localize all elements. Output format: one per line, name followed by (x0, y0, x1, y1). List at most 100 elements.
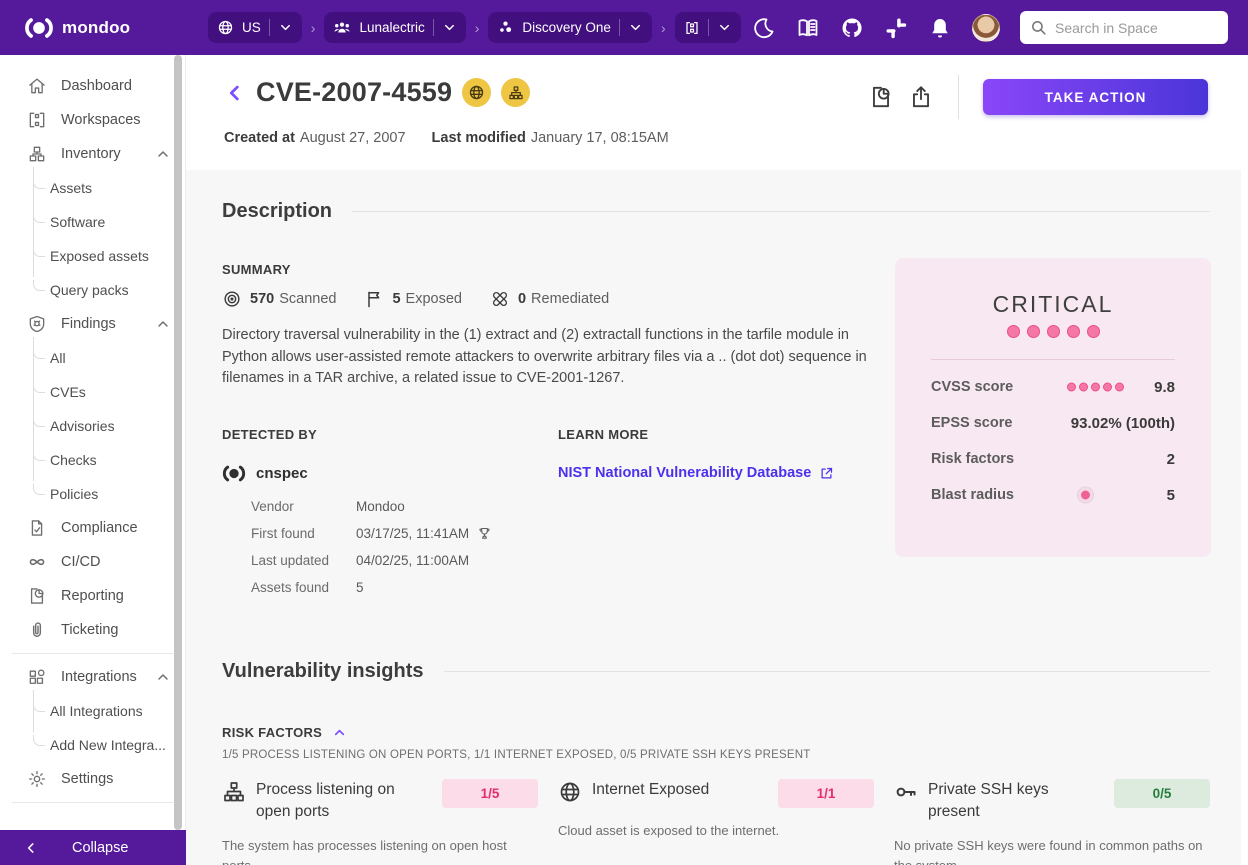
search-icon (1030, 19, 1047, 36)
sidebar-item-exposed-assets[interactable]: Exposed assets (33, 239, 185, 273)
sitemap-icon (222, 780, 246, 804)
workspace-selector[interactable] (674, 12, 741, 43)
summary-stats: 570 Scanned 5 Exposed 0 Remediated (222, 289, 609, 309)
gear-icon (27, 769, 47, 789)
chevron-down-icon[interactable] (628, 20, 643, 35)
sidebar-item-cves[interactable]: CVEs (33, 375, 185, 409)
cve-description-text: Directory traversal vulnerability in the… (222, 327, 867, 386)
back-button[interactable] (224, 82, 246, 104)
insights-heading: Vulnerability insights (222, 660, 424, 682)
risk-badge: 0/5 (1114, 779, 1210, 808)
sidebar-item-add-new-integration[interactable]: Add New Integra... (33, 728, 185, 762)
sidebar-item-all[interactable]: All (33, 341, 185, 375)
brand-name: mondoo (62, 17, 131, 37)
region-selector[interactable]: US (208, 12, 302, 43)
findings-subitems: All CVEs Advisories Checks Policies (33, 337, 185, 511)
globe-icon (217, 19, 234, 36)
sidebar-item-assets[interactable]: Assets (33, 171, 185, 205)
remediated-stat: 0 Remediated (490, 289, 609, 309)
risk-card-open-ports: Process listening on open ports 1/5 The … (222, 779, 538, 865)
sidebar-item-settings[interactable]: Settings (0, 762, 185, 796)
last-modified-value: January 17, 08:15AM (530, 130, 669, 146)
page-title: CVE-2007-4559 (256, 77, 453, 107)
vendor-row: Vendor Mondoo (251, 499, 405, 514)
sidebar-item-findings[interactable]: Findings (0, 307, 185, 341)
score-divider (931, 359, 1175, 360)
external-link-icon (819, 466, 834, 481)
sidebar-item-policies[interactable]: Policies (33, 477, 185, 511)
search-input[interactable] (1055, 19, 1205, 36)
notifications-bell-icon[interactable] (928, 16, 952, 40)
learn-more-heading: LEARN MORE (558, 427, 649, 442)
insights-section-header: Vulnerability insights (222, 660, 1210, 683)
breadcrumb-separator: › (660, 19, 666, 36)
description-section-header: Description (222, 200, 1210, 223)
docs-book-icon[interactable] (796, 16, 820, 40)
chevron-down-icon[interactable] (278, 20, 293, 35)
paperclip-icon (27, 620, 47, 640)
space-selector[interactable]: Discovery One (488, 12, 652, 43)
detection-source: cnspec (222, 465, 308, 482)
sidebar-item-integrations[interactable]: Integrations (0, 660, 185, 694)
risk-badge: 1/5 (442, 779, 538, 808)
share-icon[interactable] (908, 84, 934, 110)
chevron-up-icon[interactable] (155, 669, 171, 685)
sidebar-item-advisories[interactable]: Advisories (33, 409, 185, 443)
sidebar-item-cicd[interactable]: CI/CD (0, 545, 185, 579)
sidebar-item-workspaces[interactable]: Workspaces (0, 103, 185, 137)
chevron-up-icon[interactable] (155, 146, 171, 162)
header-divider (958, 75, 959, 119)
sidebar-item-ticketing[interactable]: Ticketing (0, 613, 185, 647)
sitemap-badge[interactable] (501, 78, 531, 107)
globe-badge[interactable] (462, 78, 492, 107)
take-action-button[interactable]: TAKE ACTION (983, 79, 1208, 115)
main-content: CVE-2007-4559 Created at August 27, 2007 … (186, 55, 1248, 865)
chevron-up-icon[interactable] (332, 725, 347, 740)
trophy-icon (477, 526, 492, 541)
severity-score-panel: CRITICAL CVSS score 9.8 EPSS score 93.02… (895, 258, 1211, 557)
risk-card-ssh-keys: Private SSH keys present 0/5 No private … (894, 779, 1210, 865)
github-icon[interactable] (840, 16, 864, 40)
sidebar-item-all-integrations[interactable]: All Integrations (33, 694, 185, 728)
sidebar-scrollbar[interactable] (174, 55, 182, 830)
sidebar-item-inventory[interactable]: Inventory (0, 137, 185, 171)
mondoo-logo-icon (24, 17, 54, 39)
slack-icon[interactable] (884, 16, 908, 40)
organization-selector[interactable]: Lunalectric (324, 12, 466, 43)
sidebar-divider (12, 653, 173, 654)
sidebar-item-checks[interactable]: Checks (33, 443, 185, 477)
sidebar-item-reporting[interactable]: Reporting (0, 579, 185, 613)
sidebar: Dashboard Workspaces Inventory Assets So… (0, 55, 186, 830)
home-icon (27, 76, 47, 96)
meta-dates: Created at August 27, 2007 Last modified J… (224, 130, 669, 146)
target-icon (222, 289, 242, 309)
severity-dots (895, 325, 1211, 338)
sidebar-item-query-packs[interactable]: Query packs (33, 273, 185, 307)
summary-label: SUMMARY (222, 262, 291, 277)
nist-nvd-link[interactable]: NIST National Vulnerability Database (558, 465, 834, 481)
risk-factors-label: RISK FACTORS (222, 725, 323, 740)
dark-mode-icon[interactable] (752, 16, 776, 40)
chevron-up-icon[interactable] (155, 316, 171, 332)
user-avatar[interactable] (972, 13, 1000, 42)
breadcrumb-separator: › (474, 19, 480, 36)
mondoo-glyph-icon (222, 465, 246, 482)
people-icon (333, 20, 351, 36)
risk-card-internet-exposed: Internet Exposed 1/1 Cloud asset is expo… (558, 779, 874, 865)
space-label: Discovery One (522, 20, 611, 35)
chevron-down-icon[interactable] (442, 20, 457, 35)
sidebar-item-software[interactable]: Software (33, 205, 185, 239)
integrations-icon (27, 667, 47, 687)
page-scrollbar[interactable] (1241, 55, 1248, 865)
sidebar-item-dashboard[interactable]: Dashboard (0, 69, 185, 103)
created-at-label: Created at (224, 130, 295, 146)
chevron-down-icon[interactable] (717, 20, 732, 35)
risk-factor-cards: Process listening on open ports 1/5 The … (222, 779, 1210, 865)
mondoo-logo[interactable]: mondoo (24, 0, 130, 55)
risk-factors-row: Risk factors 2 (931, 450, 1175, 468)
sidebar-item-compliance[interactable]: Compliance (0, 511, 185, 545)
cvss-score-row: CVSS score 9.8 (931, 378, 1175, 396)
report-icon[interactable] (868, 84, 894, 110)
flag-icon (364, 289, 384, 309)
collapse-sidebar-button[interactable]: Collapse (0, 830, 186, 865)
